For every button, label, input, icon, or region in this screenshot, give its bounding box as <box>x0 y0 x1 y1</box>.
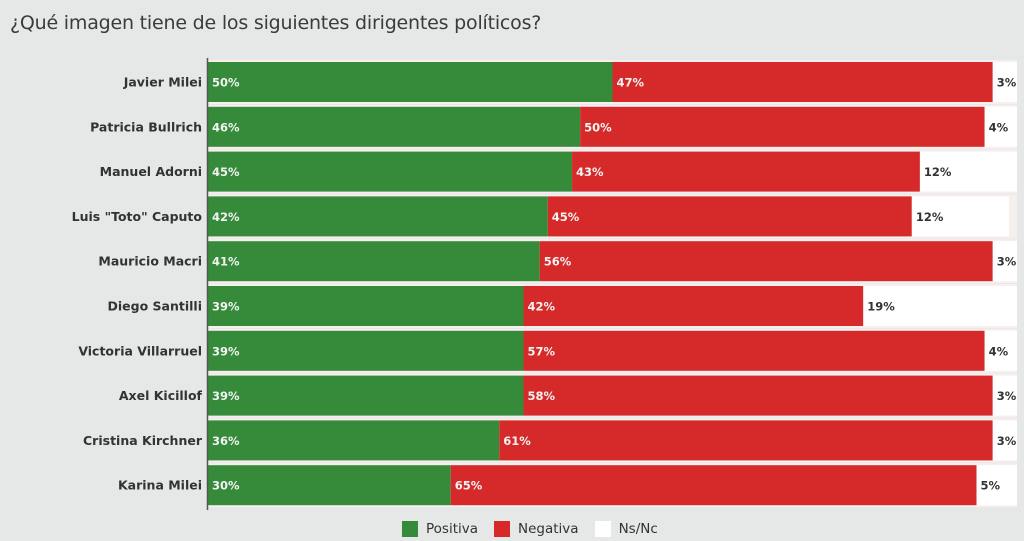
bar-negativa <box>450 465 977 506</box>
bar-nsnc <box>992 375 1017 416</box>
bar-positiva <box>208 241 540 282</box>
data-label-positiva: 41% <box>212 255 240 269</box>
chart-title: ¿Qué imagen tiene de los siguientes diri… <box>10 12 542 34</box>
data-label-negativa: 50% <box>584 120 612 134</box>
data-label-positiva: 30% <box>212 479 240 493</box>
bar-positiva <box>208 375 524 416</box>
bar-negativa <box>547 196 912 237</box>
data-label-positiva: 36% <box>212 434 240 448</box>
data-label-negativa: 47% <box>617 76 645 90</box>
bar-nsnc <box>992 241 1017 282</box>
legend-item-positiva: Positiva <box>402 521 478 537</box>
bar-negativa <box>580 106 985 147</box>
data-label-negativa: 61% <box>503 434 531 448</box>
bar-negativa <box>523 330 985 371</box>
bar-negativa <box>523 286 864 326</box>
data-label-negativa: 56% <box>544 255 572 269</box>
bar-nsnc <box>984 330 1017 371</box>
category-label: Javier Milei <box>123 75 202 90</box>
data-label-positiva: 42% <box>212 210 240 224</box>
legend-label-positiva: Positiva <box>426 521 479 537</box>
data-label-positiva: 39% <box>212 344 240 358</box>
data-label-positiva: 39% <box>212 300 240 314</box>
bar-nsnc <box>992 420 1017 461</box>
data-label-positiva: 39% <box>212 389 240 403</box>
data-label-nsnc: 12% <box>924 165 952 179</box>
bar-negativa <box>539 241 993 282</box>
data-label-negativa: 42% <box>528 300 556 314</box>
bar-negativa <box>523 375 993 416</box>
data-label-nsnc: 19% <box>867 300 895 314</box>
legend-item-negativa: Negativa <box>494 521 579 537</box>
bar-nsnc <box>919 151 1017 192</box>
legend-item-nsnc: Ns/Nc <box>594 521 658 537</box>
category-label: Luis "Toto" Caputo <box>72 209 203 224</box>
bar-negativa <box>499 420 993 461</box>
category-label: Cristina Kirchner <box>83 433 203 448</box>
bar-positiva <box>208 420 500 461</box>
bar-positiva <box>208 465 451 506</box>
category-label: Karina Milei <box>118 478 202 493</box>
bar-positiva <box>208 106 581 147</box>
category-label: Diego Santilli <box>108 299 202 314</box>
data-label-nsnc: 4% <box>989 344 1009 358</box>
data-label-negativa: 65% <box>455 479 483 493</box>
data-label-nsnc: 12% <box>916 210 944 224</box>
bar-positiva <box>208 62 613 102</box>
bar-positiva <box>208 330 524 371</box>
category-label: Patricia Bullrich <box>90 119 202 134</box>
bar-positiva <box>208 286 524 326</box>
legend: Positiva Negativa Ns/Nc <box>402 521 674 537</box>
data-label-negativa: 45% <box>552 210 580 224</box>
category-label: Axel Kicillof <box>119 388 203 403</box>
data-label-positiva: 45% <box>212 165 240 179</box>
category-label: Manuel Adorni <box>100 164 202 179</box>
legend-swatch-positiva <box>402 521 418 537</box>
legend-swatch-nsnc <box>594 521 611 537</box>
bar-negativa <box>612 62 993 102</box>
category-label: Victoria Villarruel <box>78 343 202 358</box>
data-label-nsnc: 3% <box>997 255 1017 269</box>
legend-label-nsnc: Ns/Nc <box>618 521 658 537</box>
bar-nsnc <box>984 106 1017 147</box>
data-label-negativa: 57% <box>528 344 556 358</box>
data-label-nsnc: 3% <box>997 76 1017 90</box>
bar-positiva <box>208 151 573 192</box>
bar-nsnc <box>911 196 1009 237</box>
data-label-positiva: 46% <box>212 120 240 134</box>
bar-nsnc <box>863 286 1017 326</box>
legend-label-negativa: Negativa <box>518 521 579 537</box>
data-label-nsnc: 4% <box>989 120 1009 134</box>
data-label-nsnc: 5% <box>981 479 1001 493</box>
data-label-positiva: 50% <box>212 76 240 90</box>
bar-nsnc <box>976 465 1017 506</box>
data-label-negativa: 58% <box>528 389 556 403</box>
data-label-negativa: 43% <box>576 165 604 179</box>
bar-nsnc <box>992 62 1017 102</box>
legend-swatch-negativa <box>494 521 511 537</box>
category-label: Mauricio Macri <box>98 254 202 269</box>
data-label-nsnc: 3% <box>997 389 1017 403</box>
bar-positiva <box>208 196 548 237</box>
data-label-nsnc: 3% <box>997 434 1017 448</box>
bar-negativa <box>572 151 920 192</box>
